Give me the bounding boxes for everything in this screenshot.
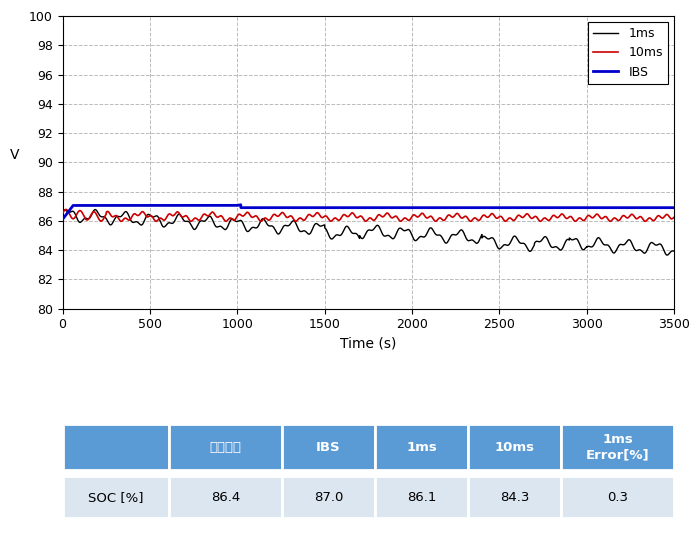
Text: 남은용량: 남은용량 xyxy=(209,441,241,454)
Text: 10ms: 10ms xyxy=(495,441,534,454)
Bar xyxy=(375,477,468,518)
Bar xyxy=(282,477,375,518)
1ms xyxy=(670,248,678,254)
1ms xyxy=(90,207,99,213)
10ms xyxy=(289,216,297,222)
10ms xyxy=(117,218,125,224)
10ms xyxy=(670,214,678,220)
Text: 1ms: 1ms xyxy=(406,441,437,454)
10ms xyxy=(473,216,481,222)
10ms xyxy=(90,209,99,215)
Bar xyxy=(375,424,468,470)
Text: 86.1: 86.1 xyxy=(407,491,436,504)
Y-axis label: V: V xyxy=(10,148,20,163)
Text: 87.0: 87.0 xyxy=(313,491,343,504)
Line: IBS: IBS xyxy=(63,205,674,220)
Bar xyxy=(468,424,561,470)
10ms xyxy=(302,215,310,222)
Bar xyxy=(63,424,169,470)
Bar xyxy=(169,424,282,470)
IBS xyxy=(472,205,480,211)
Text: SOC [%]: SOC [%] xyxy=(88,491,143,504)
1ms xyxy=(91,206,99,213)
Text: 1ms
Error[%]: 1ms Error[%] xyxy=(586,433,649,461)
Text: IBS: IBS xyxy=(316,441,341,454)
Bar xyxy=(561,424,674,470)
Bar xyxy=(468,477,561,518)
IBS xyxy=(236,201,245,208)
X-axis label: Time (s): Time (s) xyxy=(340,337,397,351)
10ms xyxy=(219,214,227,221)
1ms xyxy=(472,240,480,246)
IBS xyxy=(354,205,363,211)
IBS xyxy=(302,205,310,211)
10ms xyxy=(62,206,70,213)
1ms xyxy=(289,217,297,224)
Line: 1ms: 1ms xyxy=(63,209,674,255)
Text: 0.3: 0.3 xyxy=(607,491,628,504)
1ms xyxy=(302,229,310,235)
Line: 10ms: 10ms xyxy=(63,209,674,221)
10ms xyxy=(354,214,363,220)
Legend: 1ms, 10ms, IBS: 1ms, 10ms, IBS xyxy=(589,22,668,84)
10ms xyxy=(58,211,67,217)
IBS xyxy=(670,205,678,211)
1ms xyxy=(354,233,363,240)
Text: 84.3: 84.3 xyxy=(500,491,530,504)
Bar xyxy=(169,477,282,518)
IBS xyxy=(90,202,99,208)
Text: 86.4: 86.4 xyxy=(211,491,240,504)
Bar xyxy=(63,477,169,518)
Bar xyxy=(282,424,375,470)
1ms xyxy=(58,208,67,215)
Bar xyxy=(561,477,674,518)
1ms xyxy=(663,252,671,259)
IBS xyxy=(289,205,297,211)
IBS xyxy=(218,202,227,208)
1ms xyxy=(219,225,227,231)
IBS xyxy=(58,216,67,223)
